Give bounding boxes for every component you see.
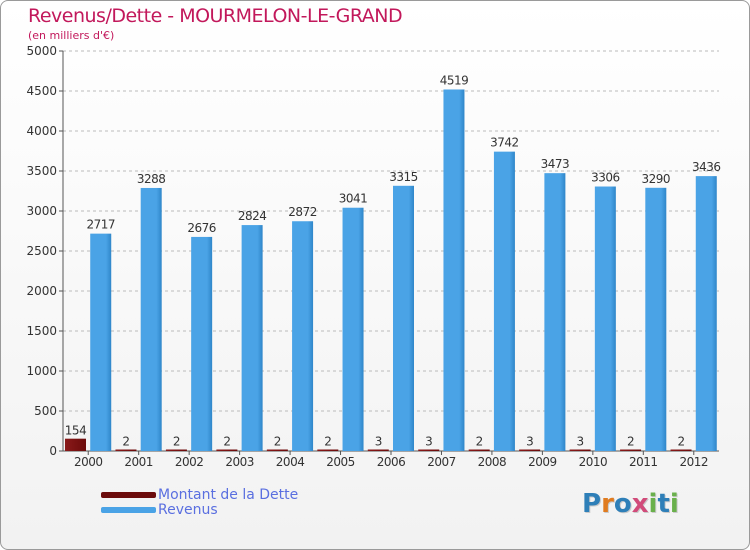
x-tick-label: 2003: [225, 455, 254, 469]
legend-swatch-debt: [101, 491, 156, 498]
y-tick-label: 1000: [26, 364, 57, 378]
proxiti-logo: Proxiti: [582, 489, 679, 519]
logo-letter: i: [669, 489, 679, 519]
bar-revenue: [241, 225, 263, 451]
bar-revenue: [695, 176, 717, 451]
legend-swatch-revenue: [101, 506, 156, 513]
bar-revenue: [594, 186, 616, 451]
legend-label-debt: Montant de la Dette: [158, 486, 299, 503]
legend-label-revenue: Revenus: [158, 501, 218, 518]
x-tick-label: 2006: [377, 455, 406, 469]
data-label-revenue: 3288: [137, 172, 166, 186]
bar-revenue: [191, 236, 213, 451]
data-label-revenue: 3436: [692, 160, 721, 174]
x-tick-label: 2002: [175, 455, 204, 469]
bar-revenue: [292, 221, 314, 451]
bar-debt: [317, 449, 339, 451]
x-tick-label: 2008: [478, 455, 507, 469]
bar-revenue: [645, 187, 667, 452]
y-tick-label: 4000: [26, 124, 57, 138]
bar-revenue: [393, 185, 414, 452]
bar-debt: [468, 449, 490, 451]
bar-debt: [165, 449, 187, 451]
bar-debt: [670, 449, 692, 451]
bar-debt: [418, 449, 440, 451]
bar-revenue: [493, 151, 515, 451]
bar-debt: [216, 449, 238, 451]
data-label-debt: 3: [526, 435, 533, 449]
y-tick-label: 2000: [26, 284, 57, 298]
data-label-debt: 2: [122, 435, 129, 449]
y-tick-label: 1500: [26, 324, 57, 338]
bar-debt: [519, 449, 541, 451]
bar-revenue: [342, 207, 364, 451]
logo-letter: o: [613, 489, 632, 519]
data-label-debt: 2: [223, 435, 230, 449]
y-tick-label: 3500: [26, 164, 57, 178]
bar-revenue: [90, 233, 112, 451]
x-tick-label: 2009: [528, 455, 557, 469]
logo-letter: i: [648, 489, 658, 519]
data-label-debt: 2: [677, 435, 684, 449]
data-label-revenue: 4519: [440, 73, 469, 87]
x-tick-label: 2007: [427, 455, 456, 469]
x-tick-label: 2004: [276, 455, 305, 469]
x-tick-label: 2011: [629, 455, 658, 469]
logo-letter: r: [601, 489, 614, 519]
data-label-debt: 2: [324, 435, 331, 449]
bar-debt: [367, 449, 389, 451]
chart-subtitle: (en milliers d'€): [28, 29, 115, 42]
legend: Montant de la Dette Revenus: [101, 486, 299, 518]
data-label-debt: 2: [627, 435, 634, 449]
logo-letter: t: [657, 489, 670, 519]
data-label-debt: 2: [476, 435, 483, 449]
bar-debt: [620, 449, 642, 451]
data-label-revenue: 2824: [238, 209, 267, 223]
x-tick-label: 2005: [326, 455, 355, 469]
bar-debt: [569, 449, 591, 451]
chart-title: Revenus/Dette - MOURMELON-LE-GRAND: [28, 5, 403, 27]
data-label-debt: 2: [274, 435, 281, 449]
x-tick-label: 2000: [74, 455, 103, 469]
bar-debt: [266, 449, 288, 451]
logo-letter: P: [582, 489, 602, 519]
y-tick-label: 5000: [26, 44, 57, 58]
bar-revenue: [443, 89, 465, 451]
data-label-debt: 3: [425, 435, 432, 449]
logo-letter: x: [631, 489, 649, 519]
bar-revenue: [544, 173, 566, 451]
y-tick-label: 4500: [26, 84, 57, 98]
data-label-revenue: 2717: [86, 218, 115, 232]
y-tick-label: 0: [49, 444, 57, 458]
x-tick-label: 2001: [124, 455, 153, 469]
data-label-debt: 154: [65, 424, 86, 438]
y-tick-label: 2500: [26, 244, 57, 258]
data-label-revenue: 3315: [389, 170, 418, 184]
data-label-revenue: 3473: [541, 157, 570, 171]
data-label-debt: 3: [375, 435, 382, 449]
legend-item-revenue: Revenus: [101, 501, 298, 518]
data-label-revenue: 3306: [591, 171, 620, 185]
bar-debt: [115, 449, 137, 451]
x-tick-label: 2010: [579, 455, 608, 469]
y-tick-label: 3000: [26, 204, 57, 218]
data-label-debt: 2: [173, 435, 180, 449]
data-label-revenue: 3290: [642, 172, 671, 186]
data-label-revenue: 2872: [288, 205, 317, 219]
data-label-debt: 3: [577, 435, 584, 449]
bar-revenue: [140, 187, 162, 451]
data-label-revenue: 2676: [187, 221, 216, 235]
data-label-revenue: 3041: [339, 192, 368, 206]
bar-debt: [65, 438, 86, 451]
data-label-revenue: 3742: [490, 136, 519, 150]
y-tick-label: 500: [34, 404, 57, 418]
legend-item-debt: Montant de la Dette: [101, 486, 299, 503]
x-tick-label: 2012: [679, 455, 708, 469]
